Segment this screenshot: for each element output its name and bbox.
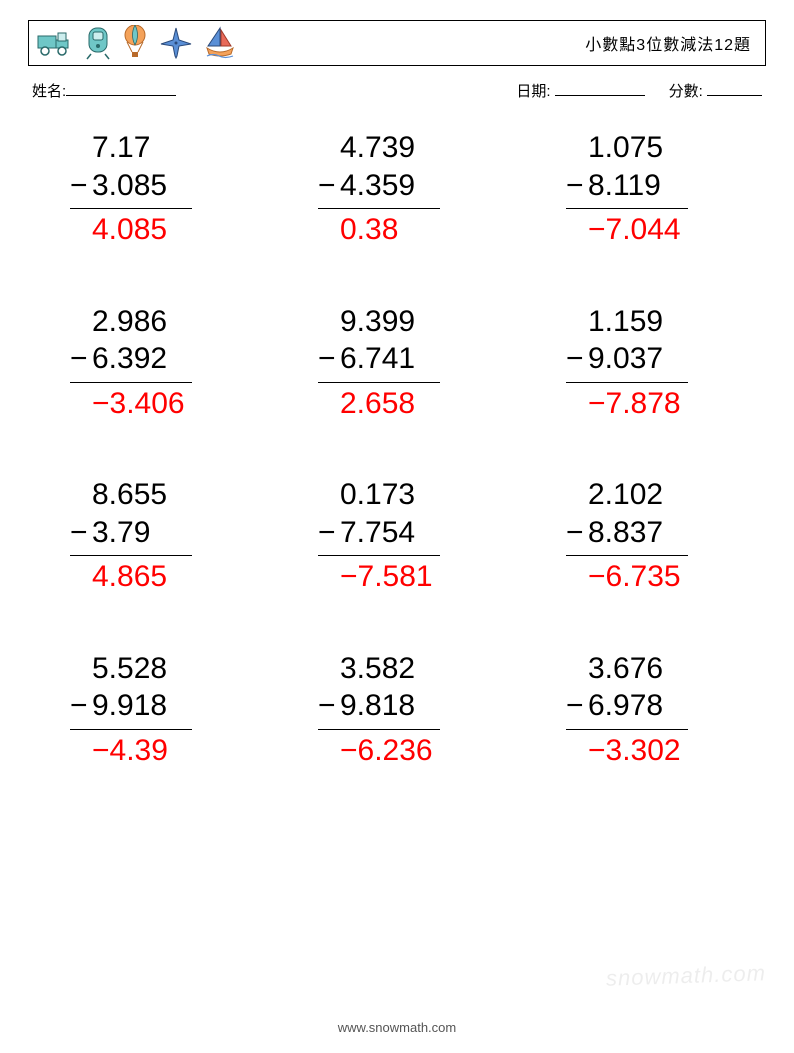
airplane-icon (159, 26, 193, 60)
train-icon (85, 26, 111, 60)
minuend: 3.582 (340, 650, 440, 688)
rule-line (70, 729, 192, 730)
minuend: 4.739 (340, 129, 440, 167)
name-blank (66, 81, 176, 96)
problem: 1.075−8.119 −7.044 (566, 129, 724, 249)
rule-line (566, 729, 688, 730)
problem: 8.655−3.79 4.865 (70, 476, 228, 596)
minuend: 5.528 (92, 650, 192, 688)
subtrahend: 6.741 (340, 340, 440, 378)
rule-line (566, 382, 688, 383)
watermark: snowmath.com (606, 960, 767, 992)
score-label: 分數: (669, 83, 703, 100)
minuend: 0.173 (340, 476, 440, 514)
minus-sign: − (70, 514, 92, 552)
date-blank (555, 81, 645, 96)
score-blank (707, 81, 762, 96)
subtrahend: 4.359 (340, 167, 440, 205)
rule-line (318, 208, 440, 209)
rule-line (318, 555, 440, 556)
minuend: 2.102 (588, 476, 688, 514)
rule-line (318, 729, 440, 730)
name-label: 姓名: (32, 80, 66, 101)
answer: −6.236 (340, 732, 440, 770)
minuend: 3.676 (588, 650, 688, 688)
subtrahend: 8.837 (588, 514, 688, 552)
problem: 9.399−6.741 2.658 (318, 303, 476, 423)
rule-line (70, 208, 192, 209)
minuend: 8.655 (92, 476, 192, 514)
problem: 4.739−4.359 0.38 (318, 129, 476, 249)
minus-sign: − (566, 167, 588, 205)
problem: 7.17−3.085 4.085 (70, 129, 228, 249)
problem: 5.528−9.918 −4.39 (70, 650, 228, 770)
answer: −7.878 (588, 385, 688, 423)
meta-row: 姓名: 日期: 分數: (32, 80, 762, 101)
minus-sign: − (318, 340, 340, 378)
subtrahend: 7.754 (340, 514, 440, 552)
minus-sign: − (70, 687, 92, 725)
subtrahend: 8.119 (588, 167, 688, 205)
minuend: 1.159 (588, 303, 688, 341)
minus-sign: − (566, 514, 588, 552)
subtrahend: 9.918 (92, 687, 192, 725)
answer: −4.39 (92, 732, 192, 770)
minus-sign: − (566, 687, 588, 725)
minus-sign: − (566, 340, 588, 378)
problem: 2.986−6.392 −3.406 (70, 303, 228, 423)
answer: −3.406 (92, 385, 192, 423)
header-icons (37, 25, 235, 61)
truck-icon (37, 28, 73, 58)
answer: −3.302 (588, 732, 688, 770)
problem: 3.676−6.978 −3.302 (566, 650, 724, 770)
answer: 4.085 (92, 211, 192, 249)
minuend: 2.986 (92, 303, 192, 341)
minus-sign: − (70, 167, 92, 205)
rule-line (70, 555, 192, 556)
header-bar: 小數點3位數減法12題 (28, 20, 766, 66)
problem: 2.102−8.837 −6.735 (566, 476, 724, 596)
rule-line (566, 208, 688, 209)
problem: 0.173−7.754 −7.581 (318, 476, 476, 596)
balloon-icon (123, 25, 147, 61)
rule-line (318, 382, 440, 383)
subtrahend: 6.978 (588, 687, 688, 725)
minuend: 9.399 (340, 303, 440, 341)
answer: 2.658 (340, 385, 440, 423)
minus-sign: − (70, 340, 92, 378)
subtrahend: 6.392 (92, 340, 192, 378)
subtrahend: 9.818 (340, 687, 440, 725)
problem: 3.582−9.818 −6.236 (318, 650, 476, 770)
minuend: 1.075 (588, 129, 688, 167)
minus-sign: − (318, 514, 340, 552)
sailboat-icon (205, 26, 235, 60)
worksheet-title: 小數點3位數減法12題 (585, 31, 751, 55)
minus-sign: − (318, 687, 340, 725)
answer: −7.044 (588, 211, 688, 249)
date-label: 日期: (516, 83, 550, 100)
footer-url: www.snowmath.com (0, 1020, 794, 1035)
subtrahend: 3.79 (92, 514, 192, 552)
answer: 4.865 (92, 558, 192, 596)
rule-line (566, 555, 688, 556)
problems-grid: 7.17−3.0854.085 4.739−4.3590.38 1.075−8.… (28, 129, 766, 769)
subtrahend: 9.037 (588, 340, 688, 378)
minuend: 7.17 (92, 129, 192, 167)
answer: −6.735 (588, 558, 688, 596)
problem: 1.159−9.037 −7.878 (566, 303, 724, 423)
rule-line (70, 382, 192, 383)
answer: −7.581 (340, 558, 440, 596)
subtrahend: 3.085 (92, 167, 192, 205)
answer: 0.38 (340, 211, 440, 249)
minus-sign: − (318, 167, 340, 205)
